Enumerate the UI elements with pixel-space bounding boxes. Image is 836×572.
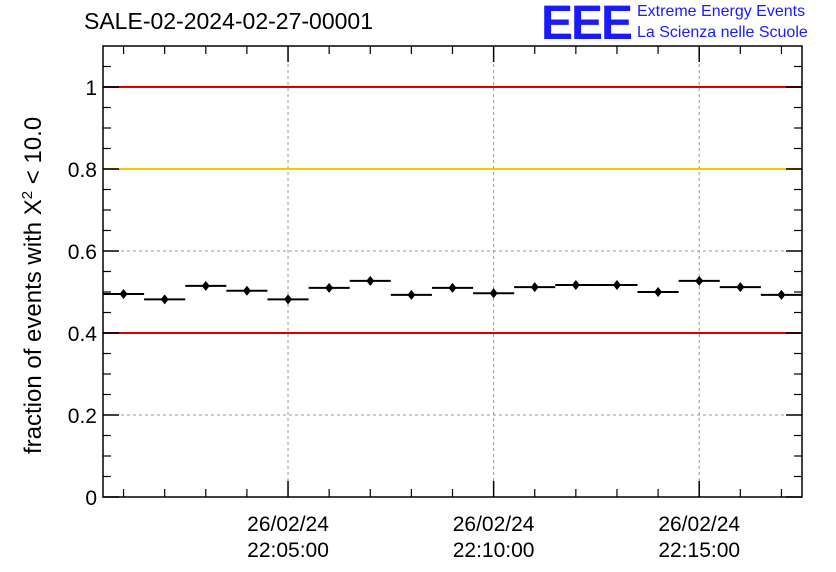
x-tick-date: 26/02/24	[247, 513, 329, 536]
axis-ticks	[103, 46, 802, 498]
data-point	[407, 289, 416, 300]
data-point	[612, 280, 621, 291]
data-point	[695, 275, 704, 286]
data-point	[201, 280, 210, 291]
data-point	[119, 289, 128, 300]
x-tick-time: 22:15:00	[658, 539, 740, 562]
y-tick-label: 0.2	[68, 405, 97, 428]
chart-title: SALE-02-2024-02-27-00001	[84, 8, 373, 34]
data-point	[284, 294, 293, 305]
x-tick-time: 22:05:00	[247, 539, 329, 562]
data-point	[160, 294, 169, 305]
x-tick-date: 26/02/24	[658, 513, 740, 536]
x-tick-time: 22:10:00	[453, 539, 535, 562]
data-point	[654, 287, 663, 297]
data-point	[736, 282, 745, 293]
y-tick-label: 0.6	[68, 241, 97, 264]
x-tick-date: 26/02/24	[453, 513, 535, 536]
data-point	[448, 282, 457, 293]
y-tick-label: 0.8	[68, 159, 97, 182]
logo-line-2: La Scienza nelle Scuole	[637, 24, 808, 41]
data-point	[530, 282, 539, 293]
data-points	[103, 275, 802, 305]
grid-layer	[103, 46, 802, 497]
data-point	[242, 285, 251, 296]
logo-line-1: Extreme Energy Events	[637, 3, 806, 20]
axis-labels: 0 0.2 0.4 0.6 0.8 1 26/02/24 22:05:00 26/02/24 22…	[68, 77, 741, 562]
plot-frame	[102, 45, 803, 498]
y-axis-label: fraction of events with X2 < 10.0	[19, 117, 47, 454]
reference-lines	[103, 86, 802, 334]
y-tick-label: 1	[85, 77, 97, 100]
data-point	[777, 289, 786, 300]
data-point	[366, 275, 375, 286]
y-tick-label: 0	[85, 487, 97, 510]
eee-logo: EEE	[541, 0, 633, 50]
data-point	[325, 282, 334, 293]
data-point	[571, 280, 580, 291]
y-tick-label: 0.4	[68, 323, 98, 346]
data-point	[489, 288, 498, 299]
